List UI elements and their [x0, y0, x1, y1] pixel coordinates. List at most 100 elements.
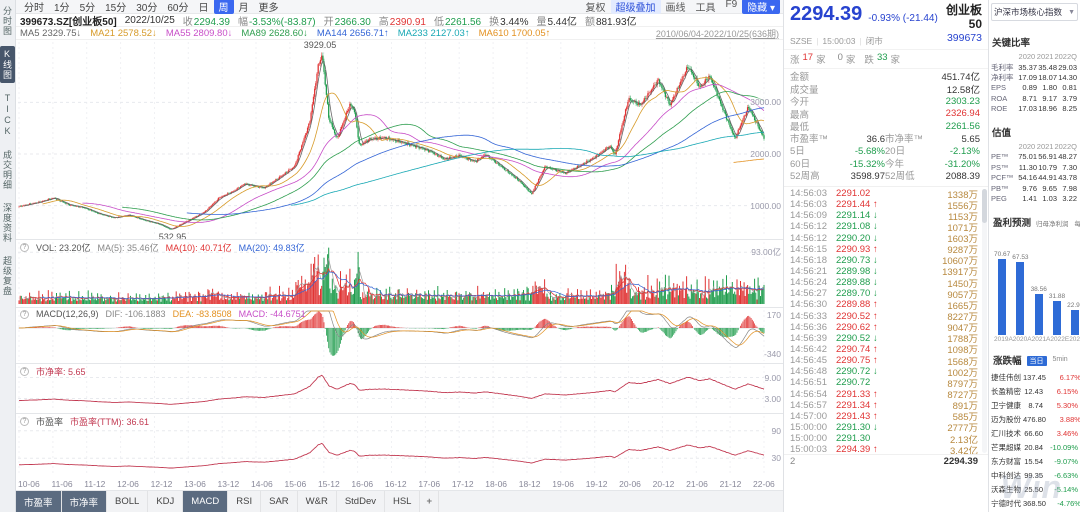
indicator-help-icon[interactable]: ? — [20, 417, 29, 426]
mover-row[interactable]: 长盈精密 12.43 6.15% — [991, 386, 1078, 397]
indicator-tab[interactable]: SAR — [261, 491, 298, 512]
mover-price: 137.45 — [1023, 372, 1046, 382]
sidebar-item-分时图[interactable]: 分时图 — [2, 6, 12, 36]
mover-row[interactable]: 东方财富 15.54 -9.07% — [991, 456, 1078, 467]
y-axis-label: 30 — [771, 453, 781, 463]
mover-row[interactable]: 汇川技术 66.60 3.46% — [991, 428, 1078, 439]
toolbar-action[interactable]: F9 — [725, 0, 738, 10]
table-row: PB™ 9.76 9.65 7.98 — [991, 183, 1078, 194]
indicator-tab[interactable]: W&R — [298, 491, 337, 512]
mover-change: -6.63% — [1054, 470, 1078, 480]
metric-label: PS™ — [991, 162, 1009, 172]
forecast-tab[interactable]: 每股收益 — [1073, 218, 1080, 228]
movers-tab[interactable]: 当日 — [1026, 355, 1047, 366]
market-status: 闭市 — [865, 36, 883, 46]
tick-time: 14:56:18 — [790, 254, 827, 266]
table-row: PE™ 75.01 56.91 48.27 — [991, 152, 1078, 163]
period-tab[interactable]: 分时 — [24, 3, 44, 14]
mover-row[interactable]: 中科创达 99.35 -6.63% — [991, 470, 1078, 481]
ma-item: MA21 2578.52↓ — [90, 27, 157, 39]
y-axis-label: 170 — [766, 309, 781, 320]
period-tab[interactable]: 日 — [198, 3, 209, 14]
table-row: EPS 0.89 1.80 0.81 — [991, 83, 1078, 94]
sidebar-item-成交明细[interactable]: 成交明细 — [2, 150, 12, 190]
macd-pane[interactable]: ? MACD(12,26,9) DIF: -106.1883 DEA: -83.850… — [16, 308, 783, 364]
stat-value: 2326.94 — [945, 108, 980, 120]
mover-row[interactable]: 捷佳伟创 137.45 6.17% — [991, 372, 1080, 383]
mover-name: 迈为股份 — [991, 414, 1021, 424]
add-indicator-button[interactable]: + — [420, 491, 440, 512]
quote-field-label: 收 — [182, 16, 193, 28]
period-tab[interactable]: 月 — [238, 3, 249, 14]
scrollbar-thumb[interactable] — [982, 188, 987, 223]
toolbar-action[interactable]: 超级叠加 — [610, 0, 661, 14]
sidebar-item-超级复盘[interactable]: 超级复盘 — [2, 256, 12, 296]
ma-items: MA5 2329.75↓ MA21 2578.52↓ MA55 2809.80↓ MA… — [20, 28, 550, 39]
toolbar-actions: 复权 超级叠加 画线 工具 F9 隐藏 ▾ — [581, 0, 780, 14]
pb-ratio-pane[interactable]: ? 市净率: 5.65 9.00 3.00 — [16, 364, 783, 414]
indicator-tab[interactable]: 市净率 — [61, 491, 108, 512]
period-tab[interactable]: 5分 — [79, 3, 96, 14]
price-pane[interactable]: 3000.00 2000.00 1000.00 3929.05 532.95 — [16, 40, 783, 240]
table-row: 净利率 17.09 18.07 14.30 — [991, 72, 1078, 83]
toolbar-action[interactable]: 复权 — [585, 3, 606, 14]
indicator-help-icon[interactable]: ? — [20, 243, 29, 252]
ratio-value: 2088.39 — [945, 171, 980, 182]
period-tab[interactable]: 更多 — [258, 3, 279, 14]
metric-label: EPS — [991, 83, 1007, 93]
tick-price: 2291.08 ↓ — [836, 221, 878, 233]
sidebar-item-K线图[interactable]: K线图 — [0, 46, 15, 83]
forecast-category-label: 2019A — [994, 336, 1013, 343]
toolbar-action[interactable]: 画线 — [665, 3, 686, 14]
mover-row[interactable]: 卫宁健康 8.74 5.30% — [991, 400, 1078, 411]
indicator-tab[interactable]: MACD — [183, 491, 229, 512]
x-axis-label: 12-06 — [117, 479, 139, 489]
quote-date: 2022/10/25 — [124, 14, 175, 26]
indicator-tab[interactable]: BOLL — [107, 491, 149, 512]
indicator-help-icon[interactable]: ? — [20, 367, 29, 376]
symbol-label: 399673.SZ[创业板50] — [20, 16, 117, 28]
period-tab[interactable]: 30分 — [136, 3, 158, 14]
mover-row[interactable]: 迈为股份 476.80 3.88% — [991, 414, 1080, 425]
forecast-tab[interactable]: 归母净利润 — [1036, 220, 1069, 228]
indicator-help-icon[interactable]: ? — [20, 309, 29, 319]
mover-row[interactable]: 芒果超媒 20.84 -10.09% — [991, 442, 1078, 453]
metric-value: 8.71 — [1022, 93, 1037, 103]
indicator-tab[interactable]: KDJ — [148, 491, 184, 512]
mover-price: 8.74 — [1028, 400, 1043, 410]
indicator-tab[interactable]: 市盈率 — [16, 491, 62, 512]
indicator-legend: ? MACD(12,26,9) DIF: -106.1883 DEA: -83.850… — [20, 309, 306, 319]
period-tab[interactable]: 1分 — [54, 3, 70, 14]
tick-row: 14:56:51 2290.72 8797万 — [784, 376, 988, 390]
pe-ratio-pane[interactable]: ? 市盈率 市盈率(TTM): 36.61 90 30 — [16, 414, 783, 477]
mover-row[interactable]: 宁德时代 368.50 -4.76% — [991, 498, 1080, 509]
toolbar-action[interactable]: 工具 — [695, 3, 716, 14]
period-tab[interactable]: 60分 — [167, 3, 189, 14]
sidebar-item-TICK[interactable]: TICK — [2, 93, 13, 137]
y-axis-label: 90 — [771, 425, 781, 436]
tick-scrollbar[interactable] — [982, 188, 987, 453]
mover-row[interactable]: 沃森生物 25.50 -5.14% — [991, 484, 1078, 495]
metric-value: 9.76 — [1022, 183, 1037, 193]
tick-list[interactable]: 14:56:03 2291.02 1338万 14:56:03 2291.44 ↑ 155… — [784, 187, 988, 455]
period-tab[interactable]: 15分 — [105, 3, 127, 14]
movers-tab[interactable]: 5min — [1052, 355, 1068, 363]
x-axis-label: 11-12 — [84, 479, 106, 489]
volume-pane[interactable]: ? VOL: 23.20亿 MA(5): 35.46亿 MA(10): 40.71亿 M… — [16, 240, 783, 308]
tick-time: 14:56:03 — [790, 188, 827, 199]
ratio-value: -15.32% — [849, 158, 885, 170]
indicator-tab[interactable]: RSI — [228, 491, 262, 512]
tick-time: 14:56:12 — [790, 232, 827, 244]
period-tab[interactable]: 周 — [213, 0, 234, 14]
index-selector-dropdown[interactable]: 沪深市场核心指数 ▼ — [991, 3, 1078, 21]
indicator-tab[interactable]: StdDev — [337, 491, 385, 512]
date-range-label[interactable]: 2010/06/04-2022/10/25(636期) — [655, 28, 779, 39]
metric-label: ROA — [991, 93, 1008, 103]
forecast-header: 盈利预测 归母净利润每股收益PE — [991, 214, 1080, 231]
forecast-bar-group: 70.67 — [994, 251, 1010, 335]
toolbar-action[interactable]: 隐藏 ▾ — [742, 0, 780, 14]
tick-time: 14:56:42 — [790, 343, 827, 355]
indicator-tab[interactable]: HSL — [385, 491, 421, 512]
metric-value: 0.89 — [1022, 83, 1037, 93]
sidebar-item-深度资料[interactable]: 深度资料 — [2, 203, 12, 243]
